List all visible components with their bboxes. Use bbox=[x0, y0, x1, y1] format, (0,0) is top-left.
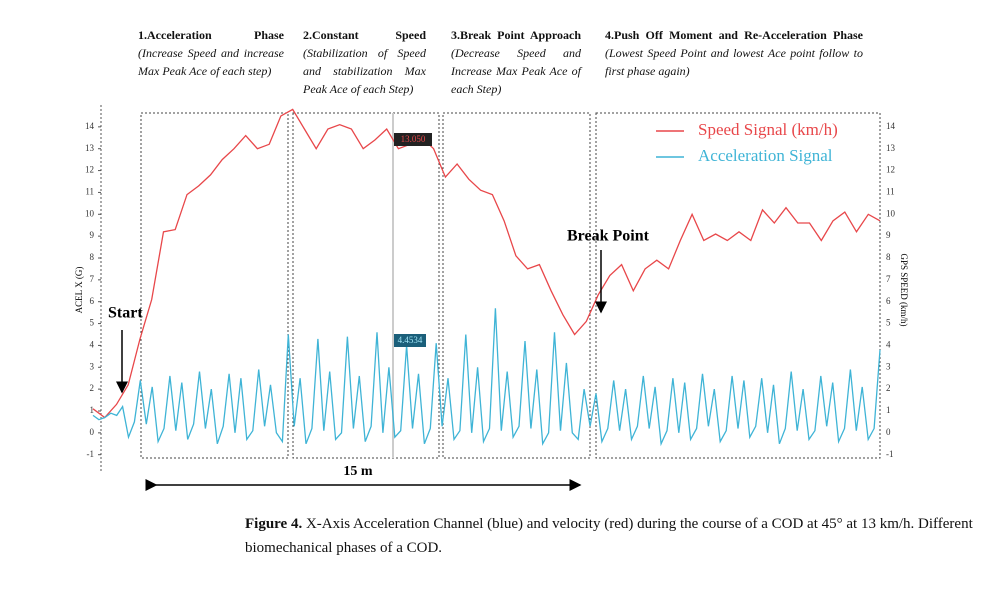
y2-tick-label: 1 bbox=[886, 405, 891, 415]
y-axis-label: ACEL X (G) bbox=[74, 267, 84, 314]
y-tick-label: 9 bbox=[90, 230, 95, 240]
caption: Figure 4. X-Axis Acceleration Channel (b… bbox=[245, 512, 985, 560]
y-tick-label: 6 bbox=[90, 296, 95, 306]
y2-tick-label: 8 bbox=[886, 252, 891, 262]
y2-tick-label: 5 bbox=[886, 318, 891, 328]
y2-tick-label: 10 bbox=[886, 208, 896, 218]
y2-tick-label: 14 bbox=[886, 121, 896, 131]
readout: 4.4534 bbox=[398, 335, 423, 345]
y2-tick-label: 6 bbox=[886, 296, 891, 306]
y2-tick-label: 13 bbox=[886, 143, 896, 153]
phase-label: 4.Push Off Moment and Re-Acceleration Ph… bbox=[605, 26, 863, 80]
phase-text: (Decrease Speed and Increase Max Peak Ac… bbox=[451, 46, 581, 96]
y2-axis-label: GPS SPEED (km/h) bbox=[899, 253, 909, 326]
y-tick-label: 11 bbox=[85, 186, 94, 196]
readout: 13.050 bbox=[401, 134, 426, 144]
series-line bbox=[92, 108, 881, 419]
phase-title: 3.Break Point Approach bbox=[451, 28, 581, 42]
phase-text: (Lowest Speed Point and lowest Ace point… bbox=[605, 46, 863, 78]
chart: -101234567891011121314-10123456789101112… bbox=[74, 105, 909, 491]
phase-label: 2.Constant Speed (Stabilization of Speed… bbox=[303, 26, 426, 98]
y2-tick-label: 2 bbox=[886, 383, 891, 393]
y-tick-label: 8 bbox=[90, 252, 95, 262]
annotation: Start bbox=[108, 305, 143, 322]
y2-tick-label: 9 bbox=[886, 230, 891, 240]
y2-tick-label: 11 bbox=[886, 186, 895, 196]
y-tick-label: 14 bbox=[85, 121, 95, 131]
y-tick-label: -1 bbox=[87, 449, 95, 459]
phase-boxes bbox=[140, 112, 881, 459]
y2-tick-label: -1 bbox=[886, 449, 894, 459]
phase-title: 1.Acceleration Phase bbox=[138, 28, 284, 42]
y2-tick-label: 0 bbox=[886, 427, 891, 437]
y2-tick-label: 12 bbox=[886, 165, 895, 175]
y-tick-label: 2 bbox=[90, 383, 95, 393]
y-tick-label: 4 bbox=[90, 339, 95, 349]
y2-tick-label: 4 bbox=[886, 339, 891, 349]
phase-text: (Stabilization of Speed and stabilizatio… bbox=[303, 46, 426, 96]
y-tick-label: 3 bbox=[90, 361, 95, 371]
phase-label: 1.Acceleration Phase (Increase Speed and… bbox=[138, 26, 284, 80]
phase-title: 4.Push Off Moment and Re-Acceleration Ph… bbox=[605, 28, 863, 42]
phase-text: (Increase Speed and increase Max Peak Ac… bbox=[138, 46, 284, 78]
caption-text: X-Axis Acceleration Channel (blue) and v… bbox=[245, 516, 973, 556]
y-tick-label: 10 bbox=[85, 208, 95, 218]
legend-label: Acceleration Signal bbox=[698, 146, 833, 165]
y-tick-label: 5 bbox=[90, 318, 95, 328]
readout-box bbox=[394, 334, 426, 347]
y2-tick-label: 3 bbox=[886, 361, 891, 371]
annotation: 15 m bbox=[343, 464, 373, 479]
legend-label: Speed Signal (km/h) bbox=[698, 120, 838, 139]
y-tick-label: 7 bbox=[90, 274, 95, 284]
phase-label: 3.Break Point Approach (Decrease Speed a… bbox=[451, 26, 581, 98]
y2-tick-label: 7 bbox=[886, 274, 891, 284]
y-tick-label: 0 bbox=[90, 427, 95, 437]
readout-box bbox=[394, 133, 432, 146]
series-line bbox=[92, 308, 881, 447]
annotation: Break Point bbox=[567, 228, 650, 245]
y-tick-label: 12 bbox=[85, 165, 94, 175]
y-tick-label: 13 bbox=[85, 143, 95, 153]
phase-title: 2.Constant Speed bbox=[303, 28, 426, 42]
caption-label: Figure 4. bbox=[245, 516, 303, 532]
y-tick-label: 1 bbox=[90, 405, 95, 415]
